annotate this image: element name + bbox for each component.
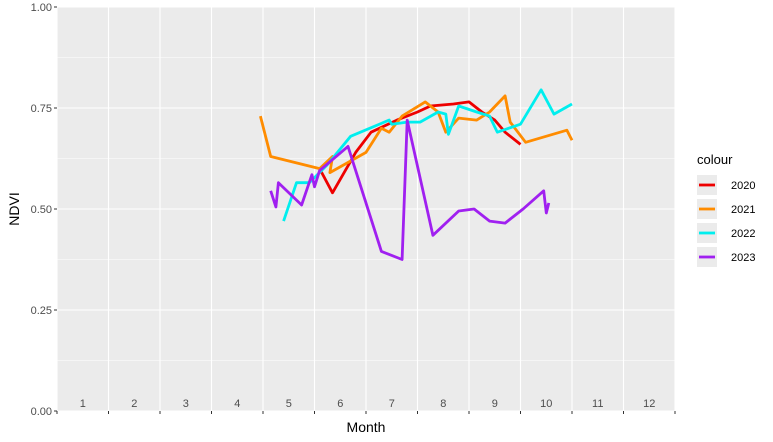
x-tick-label: 4 [234, 398, 240, 410]
legend-label-2021: 2021 [731, 204, 755, 216]
x-tick-label: 2 [131, 398, 137, 410]
x-tick-label: 12 [643, 398, 655, 410]
y-tick-label: 0.50 [31, 204, 52, 216]
x-tick-label: 6 [337, 398, 343, 410]
x-axis: 1 2 3 4 5 6 7 8 9 10 11 12 [56, 398, 676, 414]
y-tick-label: 0.25 [31, 305, 52, 317]
x-tick-label: 7 [389, 398, 395, 410]
grid-major [56, 6, 676, 412]
series-line-2023 [269, 118, 551, 261]
x-tick-label: 5 [286, 398, 292, 410]
legend-label-2022: 2022 [731, 228, 755, 240]
legend-label-2023: 2023 [731, 252, 755, 264]
x-tick-label: 10 [540, 398, 552, 410]
legend-title: colour [697, 152, 733, 167]
legend: colour 2020 2021 2022 2023 [697, 152, 755, 267]
x-tick-label: 11 [592, 398, 603, 410]
y-tick-label: 0.75 [31, 103, 52, 115]
x-tick-label: 3 [183, 398, 189, 410]
x-tick-label: 1 [80, 398, 86, 410]
series-lines [259, 88, 574, 261]
y-axis: 0.00 0.25 0.50 0.75 1.00 [31, 2, 57, 418]
x-tick-label: 8 [440, 398, 446, 410]
y-tick-label: 0.00 [31, 406, 52, 418]
y-tick-label: 1.00 [31, 2, 52, 14]
y-axis-title: NDVI [6, 192, 22, 225]
legend-label-2020: 2020 [731, 180, 755, 192]
x-tick-label: 9 [492, 398, 498, 410]
x-axis-title: Month [347, 419, 386, 435]
